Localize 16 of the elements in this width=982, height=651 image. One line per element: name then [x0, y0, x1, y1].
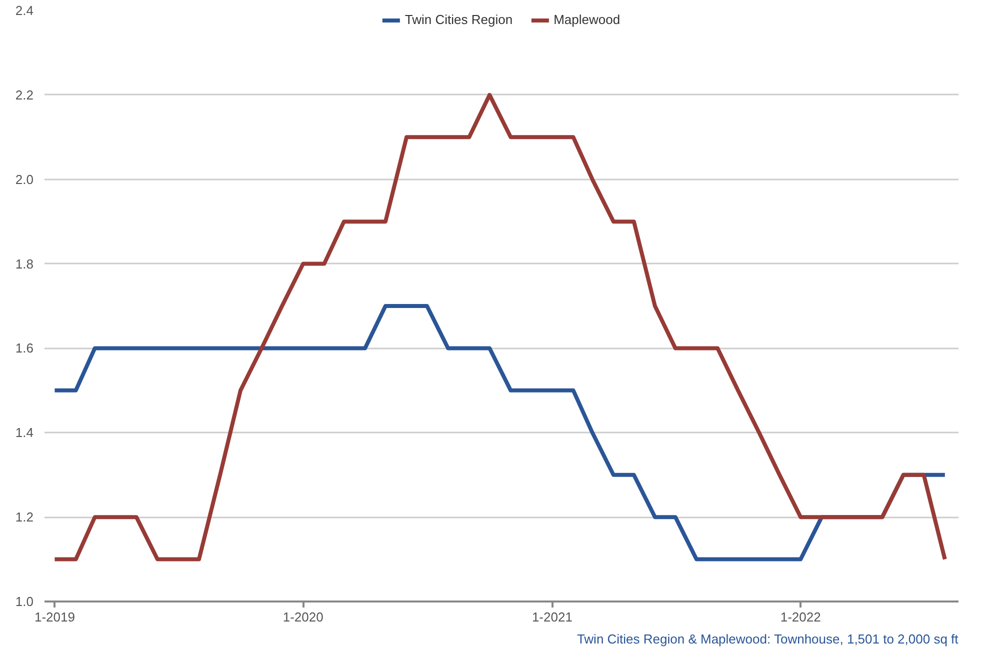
- text: Twin Cities Region & Maplewood: Townhouse, 1,501 to 2,000 sq ft: [576, 632, 959, 646]
- line-series: [52, 92, 947, 562]
- x-tick-label: 1-2022: [780, 610, 821, 624]
- y-tick-label: 1.6: [15, 340, 34, 356]
- x-tick-label: 1-2019: [34, 610, 75, 624]
- y-tick-label: 2.4: [15, 3, 34, 18]
- legend-label: Twin Cities Region: [404, 12, 513, 27]
- x-tick-label: 1-2021: [532, 610, 572, 624]
- y-tick-label: 1.8: [15, 256, 34, 272]
- y-tick-label: 2.0: [15, 172, 34, 187]
- y-tick-label: 1.2: [15, 510, 34, 525]
- y-tick-label: 1.4: [15, 425, 34, 440]
- legend-label: Maplewood: [554, 12, 620, 27]
- y-tick-label: 2.2: [15, 87, 34, 102]
- x-tick-label: 1-2020: [282, 610, 324, 624]
- y-tick-label: 1.0: [15, 594, 34, 609]
